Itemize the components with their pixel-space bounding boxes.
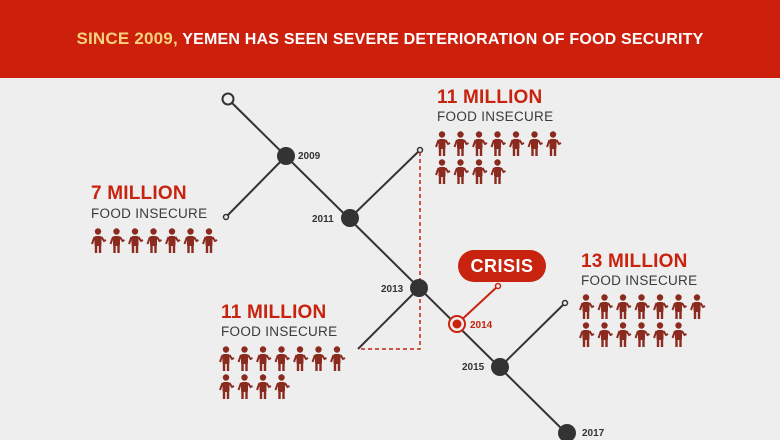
dashed-comparison-line [358,152,421,350]
year-label-2009: 2009 [298,151,321,162]
person-icon [579,322,595,347]
person-icon [237,346,253,371]
person-icon [671,322,687,347]
person-icon [472,159,488,184]
person-icon [237,374,253,399]
callout-2009-amount: 7 MILLION [91,183,187,204]
person-icon [453,131,469,156]
year-label-2015: 2015 [462,362,485,373]
callout-2013-amount: 11 MILLION [221,302,327,323]
person-icon [202,228,218,253]
header-title: SINCE 2009, YEMEN HAS SEEN SEVERE DETERI… [76,29,703,49]
people-icons [579,294,706,347]
person-icon [653,322,669,347]
node-2011 [341,209,359,227]
node-2015 [491,358,509,376]
crisis-badge: CRISIS [458,250,546,282]
node-2013 [410,279,428,297]
year-label-2017: 2017 [582,428,605,439]
year-label-2011: 2011 [312,214,334,225]
people-group-2009 [90,228,220,261]
person-icon [128,228,144,253]
timeline-start-node [221,92,235,106]
callout-2015-amount: 13 MILLION [581,251,688,272]
person-icon [256,346,272,371]
person-icon [616,322,632,347]
person-icon [256,374,272,399]
people-group-2011 [434,131,564,192]
person-icon [146,228,162,253]
branch-2009 [225,155,287,218]
person-icon [293,346,309,371]
person-icon [435,159,451,184]
person-icon [274,346,290,371]
person-icon [183,228,199,253]
branch-end-2009 [222,213,230,221]
people-icons [435,131,562,184]
branch-2011 [349,149,421,219]
person-icon [634,322,650,347]
people-group-2013 [218,346,348,407]
callout-2011-label: FOOD INSECURE [437,109,554,124]
year-label-2013: 2013 [381,284,404,295]
person-icon [671,294,687,319]
header-rest: YEMEN HAS SEEN SEVERE DETERIORATION OF F… [182,31,704,48]
person-icon [490,159,506,184]
person-icon [472,131,488,156]
people-group-2015 [578,294,708,355]
node-2014 [452,319,462,329]
person-icon [546,131,562,156]
person-icon [311,346,327,371]
crisis-branch-end [494,282,502,290]
branch-2015 [499,302,566,368]
person-icon [634,294,650,319]
person-icon [330,346,346,371]
person-icon [653,294,669,319]
branch-end-2015 [561,299,569,307]
callout-2015-label: FOOD INSECURE [581,273,698,288]
person-icon [690,294,706,319]
person-icon [165,228,181,253]
person-icon [527,131,543,156]
person-icon [616,294,632,319]
person-icon [597,294,613,319]
header-banner: SINCE 2009, YEMEN HAS SEEN SEVERE DETERI… [0,0,780,78]
person-icon [453,159,469,184]
people-icons [219,346,346,399]
branch-end-2011 [416,146,424,154]
branch-2013 [357,287,420,350]
callout-2009-label: FOOD INSECURE [91,206,208,221]
crisis-branch [456,285,499,325]
year-label-2014: 2014 [470,320,493,331]
person-icon [274,374,290,399]
person-icon [509,131,525,156]
person-icon [490,131,506,156]
node-2017 [558,424,576,440]
crisis-label: CRISIS [470,255,534,276]
person-icon [597,322,613,347]
person-icon [435,131,451,156]
callout-2013-label: FOOD INSECURE [221,324,338,339]
person-icon [109,228,125,253]
callout-2011-amount: 11 MILLION [437,87,543,108]
person-icon [91,228,107,253]
people-icons [91,228,218,253]
person-icon [219,346,235,371]
header-highlight: SINCE 2009, [76,29,178,48]
person-icon [579,294,595,319]
person-icon [219,374,235,399]
node-2009 [277,147,295,165]
